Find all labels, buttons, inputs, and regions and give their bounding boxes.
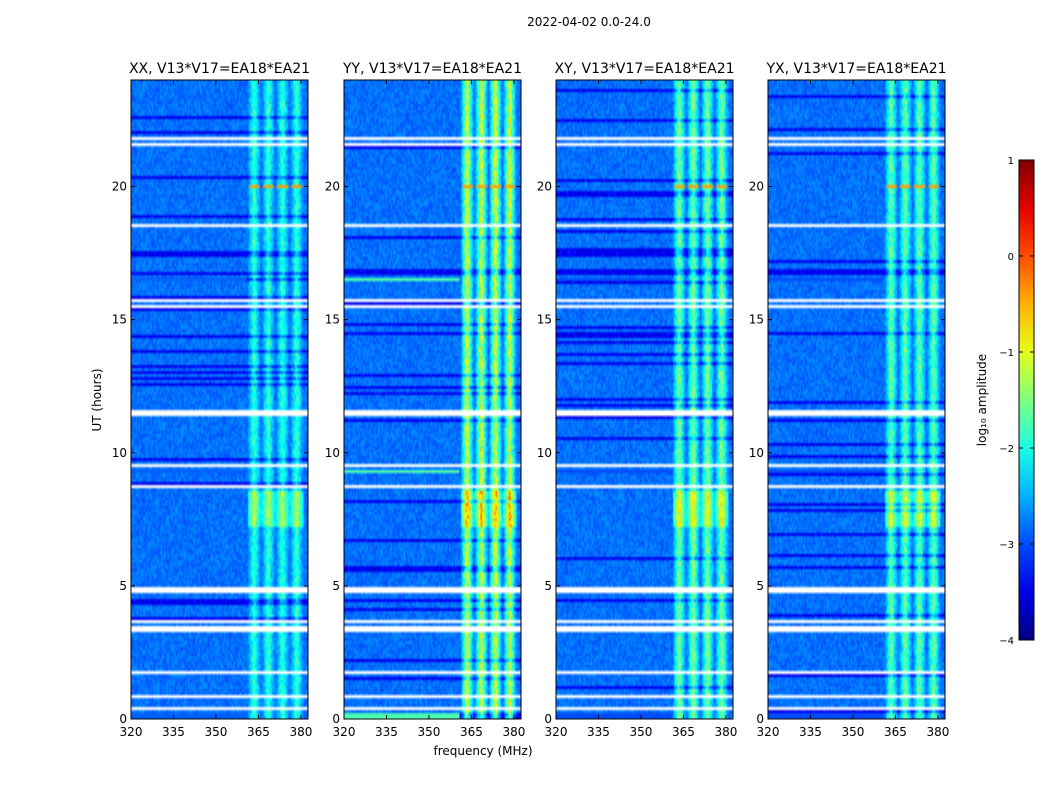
y-tick-label: 0 <box>119 712 127 726</box>
figure-suptitle: 2022-04-02 0.0-24.0 <box>527 15 651 29</box>
y-tick-label: 10 <box>325 446 340 460</box>
x-tick-label: 365 <box>672 725 695 739</box>
panels-group: XX, V13*V17=EA18*EA21 320 335 350 365 380 0 5 10… <box>112 61 950 739</box>
y-tick-label: 10 <box>749 446 764 460</box>
x-tick-label: 380 <box>926 725 949 739</box>
x-tick-label: 365 <box>460 725 483 739</box>
y-tick-label: 15 <box>112 313 127 327</box>
colorbar-bar <box>1018 159 1035 641</box>
panel-title: XY, V13*V17=EA18*EA21 <box>554 61 734 77</box>
y-tick-label: 15 <box>537 313 552 327</box>
panel-title: XX, V13*V17=EA18*EA21 <box>129 61 310 77</box>
panel-title: YY, V13*V17=EA18*EA21 <box>342 61 522 77</box>
colorbar: 1 0 −1 −2 −3 −4 <box>999 156 1035 647</box>
y-tick-label: 20 <box>537 180 552 194</box>
panel-title: YX, V13*V17=EA18*EA21 <box>765 61 946 77</box>
x-tick-label: 320 <box>545 725 568 739</box>
x-tick-label: 335 <box>587 725 610 739</box>
colorbar-tick-label: 0 <box>1008 252 1014 263</box>
x-tick-label: 380 <box>502 725 525 739</box>
colorbar-label: log₁₀ amplitude <box>975 354 989 446</box>
heatmap-image <box>344 80 521 719</box>
y-tick-label: 0 <box>756 712 764 726</box>
y-tick-label: 5 <box>544 579 552 593</box>
y-tick-label: 20 <box>325 180 340 194</box>
panel-3: YX, V13*V17=EA18*EA21 320 335 350 365 380 0 5 10… <box>749 61 950 739</box>
colorbar-tick-label: −2 <box>999 444 1014 455</box>
y-tick-label: 10 <box>112 446 127 460</box>
y-tick-label: 15 <box>325 313 340 327</box>
panel-2: XY, V13*V17=EA18*EA21 320 335 350 365 380 0 5 10… <box>537 61 738 739</box>
x-tick-label: 335 <box>375 725 398 739</box>
panel-frame <box>343 79 522 720</box>
x-tick-label: 380 <box>714 725 737 739</box>
y-tick-label: 5 <box>119 579 127 593</box>
x-tick-label: 380 <box>289 725 312 739</box>
x-tick-label: 350 <box>630 725 653 739</box>
y-tick-label: 5 <box>332 579 340 593</box>
panel-frame <box>130 79 309 720</box>
colorbar-tick-label: −3 <box>999 540 1014 551</box>
x-tick-label: 365 <box>884 725 907 739</box>
y-tick-label: 0 <box>544 712 552 726</box>
panel-frame <box>767 79 946 720</box>
colorbar-tick-label: −1 <box>999 348 1014 359</box>
x-tick-label: 320 <box>120 725 143 739</box>
x-tick-label: 350 <box>418 725 441 739</box>
panel-frame <box>555 79 734 720</box>
heatmap-image <box>768 80 945 719</box>
y-tick-label: 20 <box>749 180 764 194</box>
panel-0: XX, V13*V17=EA18*EA21 320 335 350 365 380 0 5 10… <box>112 61 313 739</box>
x-tick-label: 320 <box>333 725 356 739</box>
y-tick-label: 20 <box>112 180 127 194</box>
colorbar-tick-label: −4 <box>999 636 1014 647</box>
y-tick-label: 15 <box>749 313 764 327</box>
y-tick-label: 0 <box>332 712 340 726</box>
heatmap-image <box>556 80 733 719</box>
x-tick-label: 335 <box>162 725 185 739</box>
x-tick-label: 335 <box>799 725 822 739</box>
x-tick-label: 320 <box>757 725 780 739</box>
panel-1: YY, V13*V17=EA18*EA21 320 335 350 365 380 0 5 10… <box>325 61 526 739</box>
x-tick-label: 350 <box>205 725 228 739</box>
x-tick-label: 350 <box>842 725 865 739</box>
x-axis-label: frequency (MHz) <box>433 744 532 758</box>
colorbar-tick-label: 1 <box>1008 156 1014 167</box>
x-tick-label: 365 <box>247 725 270 739</box>
y-tick-label: 5 <box>756 579 764 593</box>
y-tick-label: 10 <box>537 446 552 460</box>
heatmap-image <box>131 80 308 719</box>
y-axis-label: UT (hours) <box>90 368 104 431</box>
